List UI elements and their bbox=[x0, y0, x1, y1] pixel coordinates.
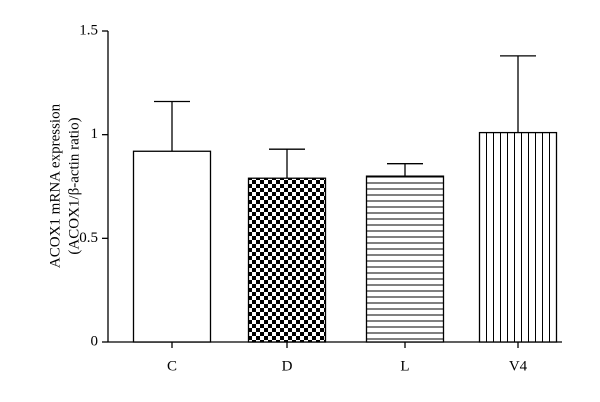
y-axis-label: ACOX1 mRNA expression bbox=[47, 103, 63, 268]
bar bbox=[478, 131, 558, 343]
y-tick-label: 1.5 bbox=[79, 22, 98, 38]
x-tick-label: C bbox=[167, 358, 177, 374]
y-tick-label: 0 bbox=[91, 333, 99, 349]
bar bbox=[132, 150, 212, 343]
y-tick-label: 1 bbox=[91, 126, 99, 142]
x-tick-label: L bbox=[400, 358, 409, 374]
x-tick-label: V4 bbox=[509, 358, 528, 374]
x-tick-label: D bbox=[282, 358, 293, 374]
bar bbox=[365, 175, 445, 343]
bar bbox=[247, 177, 327, 343]
y-axis-label: (ACOX1/β-actin ratio) bbox=[66, 117, 82, 254]
y-tick-label: 0.5 bbox=[79, 230, 98, 246]
